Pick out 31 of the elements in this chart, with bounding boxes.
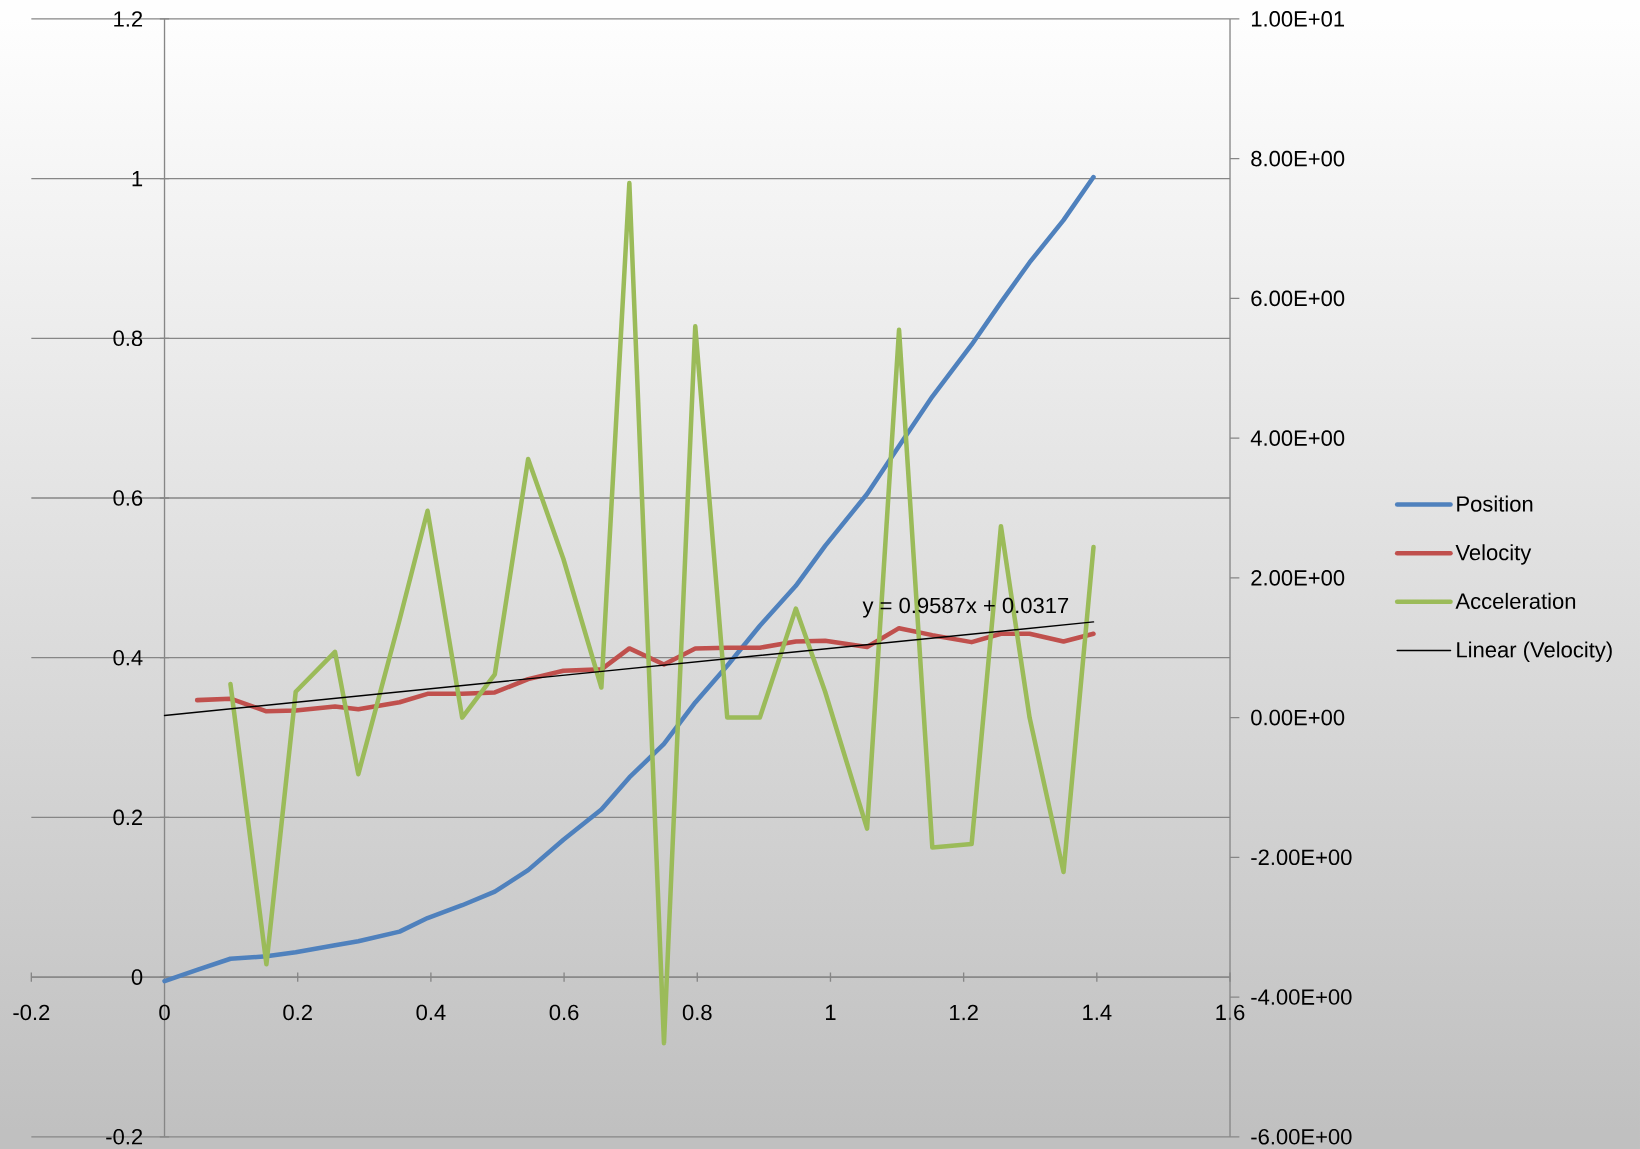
y-tick-label: 0.8: [113, 330, 143, 347]
y2-tick-label: 1.00E+01: [1251, 11, 1345, 27]
y-tick-label: 0.4: [113, 649, 143, 666]
y2-tick-label: 8.00E+00: [1251, 150, 1345, 167]
x-tick-label: 0.8: [682, 1004, 712, 1021]
y2-tick-label: -6.00E+00: [1251, 1129, 1352, 1145]
y2-tick-label: -2.00E+00: [1251, 849, 1352, 866]
x-tick-label: 1.4: [1083, 1004, 1112, 1020]
y-tick-label: 0.6: [113, 490, 143, 506]
x-tick-label: 1: [826, 1004, 836, 1020]
x-tick-label: 0.4: [416, 1004, 446, 1021]
y2-tick-label: -4.00E+00: [1251, 989, 1352, 1005]
y-tick-label: 1: [132, 171, 143, 187]
x-tick-label: -0.2: [13, 1004, 50, 1021]
x-tick-label: 1.2: [950, 1004, 978, 1021]
legend-label: Linear (Velocity): [1457, 641, 1612, 662]
x-tick-label: 0.6: [549, 1004, 579, 1021]
y2-tick-label: 4.00E+00: [1250, 430, 1345, 446]
legend-label: Velocity: [1455, 544, 1532, 565]
x-tick-label: 0: [159, 1004, 170, 1021]
y-tick-label: 1.2: [114, 11, 143, 27]
y-tick-label: -0.2: [106, 1129, 143, 1145]
legend-label: Acceleration: [1455, 592, 1576, 609]
x-tick-label: 0.2: [283, 1004, 312, 1021]
y-tick-label: 0.2: [113, 809, 143, 826]
y-tick-label: 0: [131, 969, 143, 985]
x-tick-label: 1.6: [1216, 1004, 1245, 1021]
legend-label: Position: [1457, 495, 1533, 512]
y2-tick-label: 2.00E+00: [1251, 570, 1345, 586]
y2-tick-label: 0.00E+00: [1251, 709, 1345, 726]
y2-tick-label: 6.00E+00: [1251, 290, 1345, 307]
